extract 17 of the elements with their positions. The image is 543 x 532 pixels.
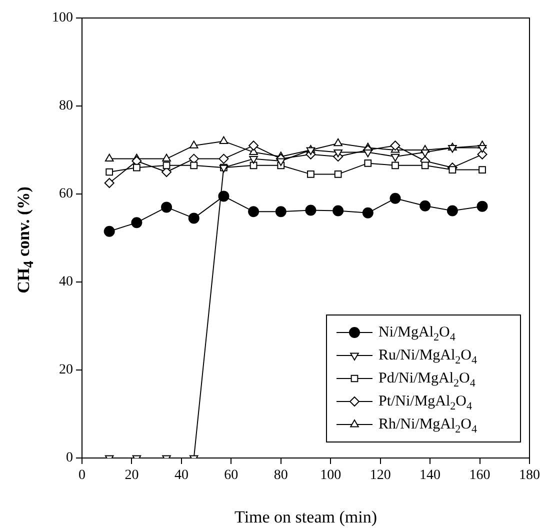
x-tick-label: 80 [274,468,288,484]
y-tick-label: 60 [59,186,73,202]
x-tick-label: 60 [224,468,238,484]
y-tick-label: 40 [59,274,73,290]
x-tick-label: 180 [519,468,540,484]
y-tick-label: 20 [59,362,73,378]
x-tick-label: 120 [370,468,391,484]
x-axis-title: Time on steam (min) [234,507,377,526]
x-tick-label: 140 [420,468,441,484]
y-tick-label: 100 [52,10,73,26]
x-tick-label: 20 [124,468,139,484]
x-tick-label: 0 [78,468,86,484]
x-tick-label: 160 [469,468,490,484]
x-tick-label: 40 [174,468,188,484]
y-tick-label: 0 [66,450,73,466]
y-tick-label: 80 [59,98,73,114]
x-tick-label: 100 [320,468,342,484]
